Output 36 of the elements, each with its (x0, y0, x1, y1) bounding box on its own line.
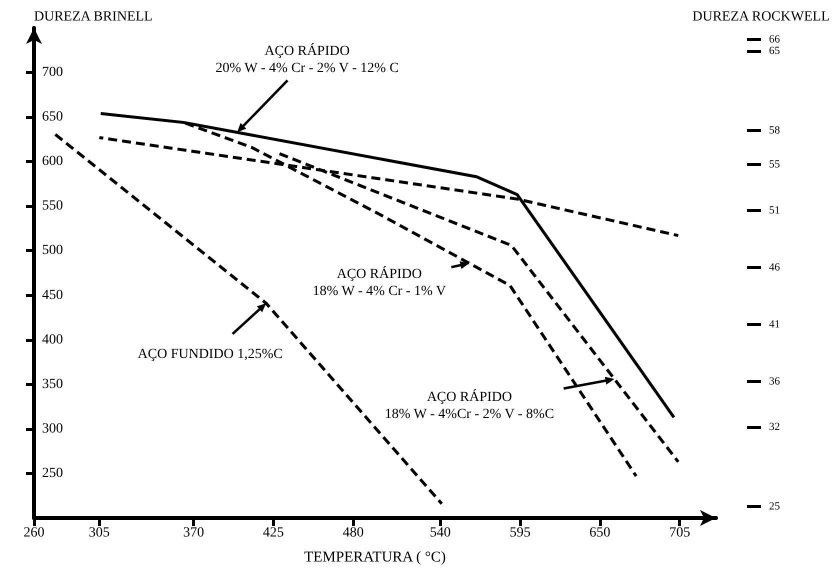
y-tick-label: 400 (42, 332, 63, 348)
y-tick-label: 450 (42, 288, 63, 303)
y2-tick-label: 41 (768, 318, 780, 330)
y-tick-label: 550 (42, 198, 63, 214)
x-tick-label: 540 (430, 526, 451, 540)
y-tick-label: 350 (42, 376, 63, 392)
y-tick-label: 700 (42, 65, 63, 80)
y2-tick-label: 66 (768, 33, 780, 46)
y2-tick-label: 46 (768, 261, 780, 274)
annotation: AÇO FUNDIDO 1,25%C (138, 346, 283, 362)
y-tick-label: 300 (42, 421, 63, 436)
x-tick-label: 650 (589, 526, 610, 540)
x-tick-label: 370 (183, 526, 204, 540)
y-axis-title: DUREZA BRINELL (34, 10, 153, 24)
y2-tick-label: 65 (768, 44, 780, 57)
y2-axis-title: DUREZA ROCKWELL (692, 10, 830, 24)
x-axis-title: TEMPERATURA ( °C) (304, 550, 446, 566)
y-tick-label: 500 (42, 243, 63, 258)
y-tick-label: 600 (42, 154, 63, 170)
y2-tick-label: 51 (768, 204, 780, 216)
y2-tick-label: 25 (768, 500, 780, 513)
annotation: AÇO RÁPIDO 18% W - 4% Cr - 1% V (312, 265, 446, 300)
y2-tick-label: 36 (768, 375, 780, 388)
y2-tick-label: 32 (768, 420, 780, 433)
x-tick-label: 480 (342, 526, 364, 540)
x-tick-label: 595 (510, 526, 531, 540)
annotation: AÇO RÁPIDO 20% W - 4% Cr - 2% V - 12% C (215, 42, 399, 76)
x-tick-label: 305 (88, 526, 110, 540)
x-tick-label: 705 (669, 526, 690, 540)
y2-tick-label: 55 (768, 158, 780, 171)
annotation: AÇO RÁPIDO 18% W - 4%Cr - 2% V - 8%C (384, 388, 554, 422)
x-tick-label: 260 (24, 526, 44, 540)
x-tick-label: 425 (262, 526, 284, 540)
y-tick-label: 250 (42, 466, 63, 481)
y-tick-label: 650 (42, 110, 63, 125)
y2-tick-label: 58 (768, 124, 780, 137)
